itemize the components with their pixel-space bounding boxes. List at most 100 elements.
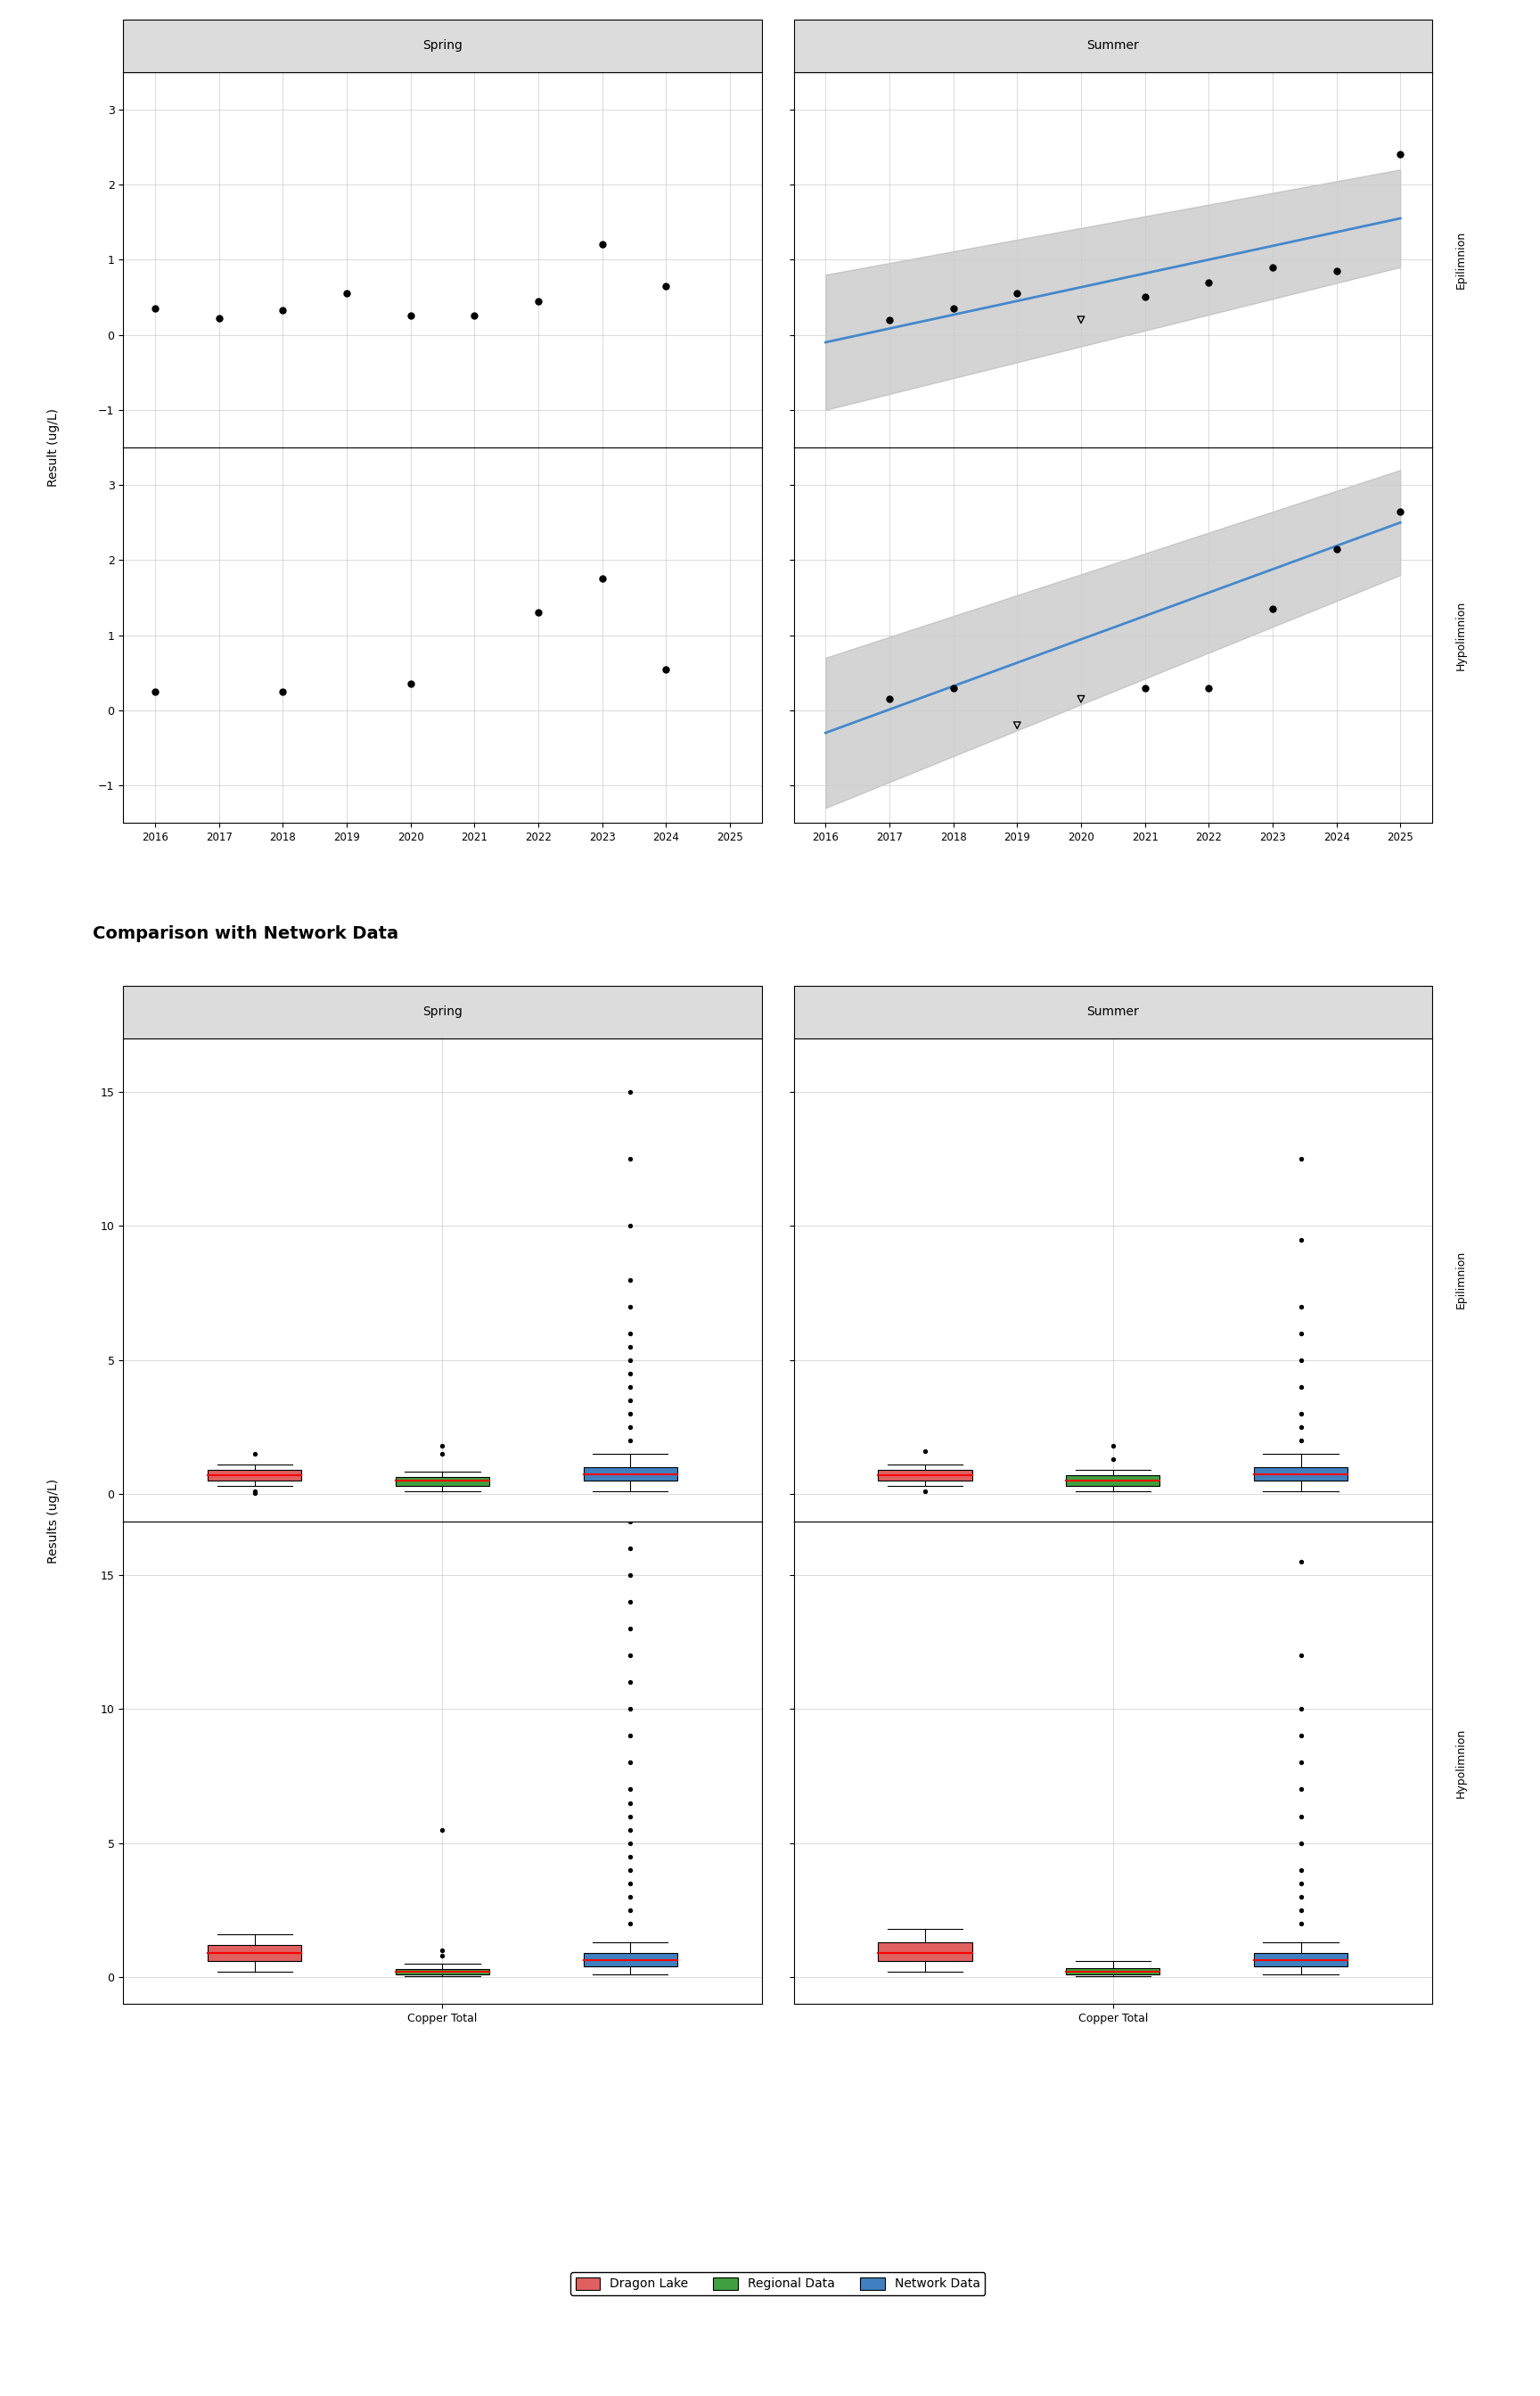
Point [618, 1771, 642, 1809]
Point [1101, 1440, 1126, 1478]
Point [1289, 1220, 1314, 1258]
Text: Hypolimnion: Hypolimnion [1455, 1728, 1468, 1797]
Point [430, 1931, 454, 1970]
Point [206, 300, 231, 338]
Point [242, 1474, 266, 1512]
Point [878, 300, 902, 338]
Point [1289, 1140, 1314, 1179]
Point [618, 1208, 642, 1246]
Text: Epilimnion: Epilimnion [1455, 230, 1468, 290]
Point [618, 1744, 642, 1783]
Point [1289, 1409, 1314, 1447]
Point [430, 1428, 454, 1466]
Point [1388, 491, 1412, 530]
Point [618, 1890, 642, 1929]
Point [1289, 1905, 1314, 1943]
Point [1132, 278, 1157, 316]
Point [1289, 1368, 1314, 1406]
Point [1289, 1421, 1314, 1459]
Point [1289, 1771, 1314, 1809]
Point [143, 673, 168, 712]
Point [1289, 1890, 1314, 1929]
Point [1289, 1394, 1314, 1433]
Point [618, 1716, 642, 1754]
Point [618, 1502, 642, 1541]
Point [618, 1073, 642, 1112]
Point [430, 1936, 454, 1974]
Point [1289, 1744, 1314, 1783]
Bar [1066, 1476, 1160, 1486]
Text: Summer: Summer [1087, 38, 1140, 53]
Point [618, 1864, 642, 1902]
Point [1260, 589, 1284, 628]
Point [1289, 1315, 1314, 1354]
Point [618, 1529, 642, 1567]
Point [399, 297, 424, 335]
Point [618, 1797, 642, 1835]
Point [1069, 300, 1093, 338]
Point [618, 1823, 642, 1862]
Point [1289, 1342, 1314, 1380]
Point [271, 290, 296, 328]
Point [1197, 264, 1221, 302]
Bar [208, 1946, 302, 1960]
Point [527, 283, 551, 321]
Point [1260, 249, 1284, 288]
Point [1324, 530, 1349, 568]
Point [618, 1689, 642, 1728]
Point [1289, 1823, 1314, 1862]
Point [618, 1610, 642, 1648]
Point [242, 1435, 266, 1474]
Point [1004, 273, 1029, 311]
Point [618, 1905, 642, 1943]
Point [618, 1368, 642, 1406]
Point [618, 1394, 642, 1433]
Point [1197, 668, 1221, 707]
Point [653, 266, 678, 304]
Point [1004, 707, 1029, 745]
Point [271, 673, 296, 712]
Bar [396, 1476, 490, 1486]
Bar [396, 1970, 490, 1974]
Point [242, 1474, 266, 1512]
Point [618, 1260, 642, 1299]
Bar [208, 1471, 302, 1481]
Text: Results (ug/L): Results (ug/L) [48, 1478, 60, 1565]
Point [1289, 1287, 1314, 1325]
Point [618, 1850, 642, 1888]
Point [1101, 1428, 1126, 1466]
Point [618, 1380, 642, 1418]
Point [1289, 1636, 1314, 1675]
Text: Hypolimnion: Hypolimnion [1455, 601, 1468, 671]
Point [618, 1327, 642, 1366]
Point [590, 561, 614, 599]
Point [1289, 1797, 1314, 1835]
Point [1388, 134, 1412, 173]
Legend: Dragon Lake, Regional Data, Network Data: Dragon Lake, Regional Data, Network Data [570, 2271, 986, 2295]
Bar [1066, 1967, 1160, 1974]
Text: Epilimnion: Epilimnion [1455, 1251, 1468, 1308]
Point [618, 1140, 642, 1179]
Point [430, 1811, 454, 1850]
Point [462, 297, 487, 335]
Point [618, 1811, 642, 1850]
Point [618, 1663, 642, 1701]
Point [527, 594, 551, 633]
Point [590, 225, 614, 264]
Point [1289, 1716, 1314, 1754]
Point [143, 290, 168, 328]
Point [618, 1354, 642, 1392]
Point [1289, 1543, 1314, 1581]
Point [430, 1435, 454, 1474]
Point [618, 1315, 642, 1354]
Bar [584, 1466, 678, 1481]
Point [1289, 1878, 1314, 1917]
Point [618, 1409, 642, 1447]
Bar [584, 1953, 678, 1967]
Bar [1254, 1953, 1348, 1967]
Point [399, 664, 424, 702]
Bar [878, 1943, 972, 1960]
Point [1132, 668, 1157, 707]
Point [941, 290, 966, 328]
Point [913, 1474, 938, 1512]
